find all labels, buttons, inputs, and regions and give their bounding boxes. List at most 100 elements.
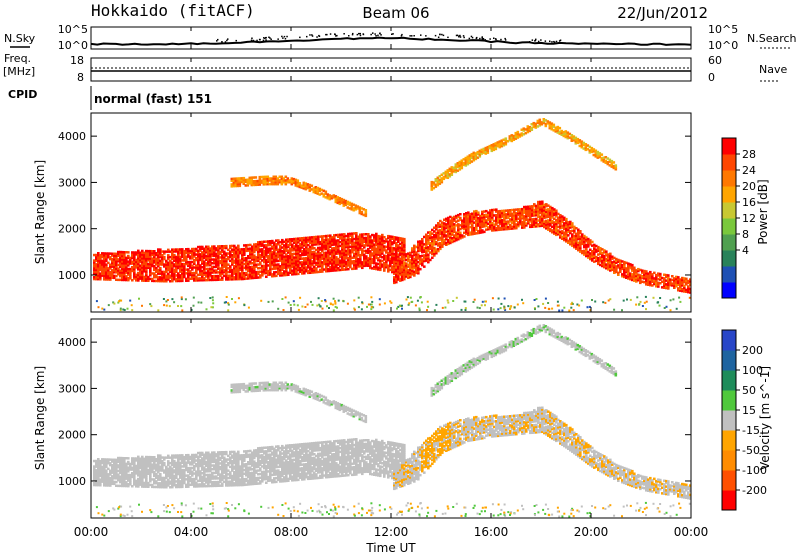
power-cell — [207, 254, 210, 258]
nsky-dot — [553, 41, 556, 43]
power-cell — [263, 253, 266, 256]
power-cell — [403, 265, 406, 268]
power-cell — [375, 241, 378, 245]
power-cell — [483, 214, 486, 217]
power-cell — [673, 284, 676, 288]
power-cell — [341, 237, 344, 240]
power-cell — [367, 242, 370, 245]
power-cell — [451, 240, 454, 244]
power-cell — [541, 220, 544, 224]
power-cell — [149, 274, 152, 277]
power-cell — [631, 273, 634, 276]
power-cell — [643, 271, 646, 275]
power-cell — [153, 251, 156, 255]
power-cell — [470, 152, 474, 156]
power-cell — [365, 255, 368, 258]
power-cell — [583, 244, 586, 247]
power-cell — [343, 236, 346, 240]
power-cell — [238, 177, 242, 180]
power-cell — [133, 256, 136, 260]
power-cell — [127, 273, 130, 276]
power-cell — [391, 254, 394, 257]
power-cell — [105, 272, 108, 276]
power-cell — [197, 266, 200, 269]
power-cell — [608, 160, 612, 163]
power-cell — [399, 279, 402, 282]
power-cell — [344, 199, 348, 203]
power-speckle — [97, 306, 100, 309]
power-cell — [205, 264, 208, 267]
power-cell — [273, 265, 276, 268]
power-cell — [297, 246, 300, 250]
power-cell — [339, 263, 342, 266]
power-cell — [601, 255, 604, 258]
power-cell — [495, 221, 498, 224]
power-cell — [611, 264, 614, 268]
power-cell — [250, 183, 254, 187]
power-cell — [165, 267, 168, 270]
power-cell — [367, 249, 370, 253]
power-cell — [585, 247, 588, 250]
power-cell — [609, 269, 612, 272]
power-cell — [456, 163, 460, 167]
power-cell — [235, 248, 238, 251]
power-cell — [413, 274, 416, 277]
power-cell — [659, 282, 662, 285]
nsky-dot — [351, 33, 354, 36]
power-cell — [341, 251, 344, 255]
power-cell — [477, 218, 480, 222]
power-speckle — [332, 309, 335, 312]
power-speckle — [580, 299, 583, 302]
power-cell — [663, 284, 666, 288]
power-cell — [433, 233, 436, 237]
power-cell — [385, 260, 388, 263]
power-cell — [309, 256, 312, 260]
power-cell — [490, 147, 494, 151]
nsky-dot — [529, 41, 531, 43]
velocity-cell — [93, 483, 96, 487]
power-cell — [349, 249, 352, 252]
power-cell — [401, 250, 404, 253]
power-cell — [171, 261, 174, 264]
power-speckle — [184, 298, 187, 301]
power-cell — [149, 268, 152, 271]
power-cell — [139, 264, 142, 267]
power-cell — [291, 254, 294, 258]
power-cell — [167, 257, 170, 261]
power-cell — [275, 274, 278, 278]
power-cell — [399, 259, 402, 262]
power-speckle — [180, 305, 183, 308]
power-cell — [341, 238, 344, 242]
power-cell — [119, 252, 122, 256]
power-cell — [129, 269, 132, 273]
power-cell — [689, 291, 691, 294]
nsearch-label: N.Search — [747, 32, 797, 45]
power-cell — [383, 261, 386, 265]
power-cell — [434, 178, 438, 181]
power-cell — [360, 210, 364, 214]
power-cell — [125, 267, 128, 271]
power-cell — [340, 199, 344, 203]
power-cell — [237, 272, 240, 275]
power-cell — [249, 271, 252, 274]
power-cell — [497, 221, 500, 224]
power-cell — [235, 274, 238, 277]
power-cell — [365, 257, 368, 260]
power-cell — [243, 262, 246, 266]
power-cell — [533, 221, 536, 225]
power-cell — [262, 179, 266, 182]
power-cell — [615, 268, 618, 272]
power-cell — [577, 228, 580, 231]
power-cell — [579, 244, 582, 248]
power-cell — [333, 239, 336, 243]
power-cell — [241, 262, 244, 266]
power-cell — [561, 231, 564, 235]
power-cell — [621, 267, 624, 271]
power-cell — [245, 264, 248, 267]
power-cell — [585, 243, 588, 247]
power-cell — [409, 268, 412, 271]
power-cell — [193, 247, 196, 251]
power-cell — [655, 281, 658, 284]
power-cell — [327, 240, 330, 243]
